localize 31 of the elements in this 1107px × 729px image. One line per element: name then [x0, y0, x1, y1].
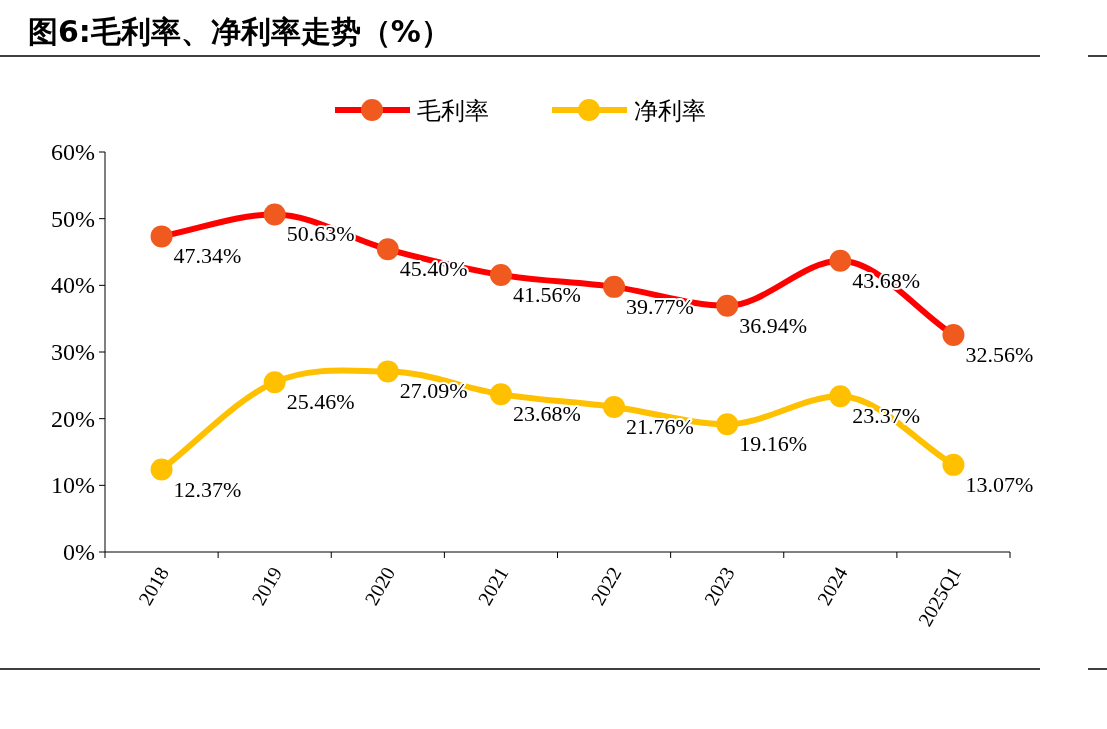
- y-tick-label: 0%: [63, 539, 95, 565]
- point: [489, 383, 512, 406]
- data-label: 32.56%: [965, 341, 1034, 367]
- point: [829, 385, 852, 408]
- data-label: 41.56%: [512, 281, 581, 307]
- y-tick-label: 50%: [51, 205, 95, 232]
- legend-label: 毛利率: [417, 97, 489, 125]
- point: [942, 453, 965, 476]
- data-label: 39.77%: [626, 293, 694, 319]
- data-label: 47.34%: [173, 243, 242, 269]
- point: [263, 371, 286, 394]
- data-label: 45.40%: [399, 256, 468, 282]
- point: [376, 360, 399, 383]
- legend-label: 净利率: [634, 97, 706, 125]
- point: [716, 413, 739, 436]
- chart-title: 图6:毛利率、净利率走势（%）: [28, 14, 451, 49]
- data-label: 36.94%: [739, 312, 808, 338]
- data-label: 27.09%: [399, 378, 468, 404]
- y-tick-label: 60%: [51, 139, 95, 165]
- data-label: 12.37%: [173, 476, 242, 502]
- y-tick-label: 20%: [51, 405, 95, 432]
- data-label: 25.46%: [286, 389, 355, 415]
- data-label: 23.68%: [512, 401, 581, 427]
- point: [150, 458, 173, 481]
- data-label: 21.76%: [626, 413, 694, 439]
- point: [603, 395, 626, 418]
- data-label: 19.16%: [739, 431, 808, 457]
- y-tick-label: 40%: [51, 272, 95, 299]
- y-tick-label: 10%: [51, 472, 95, 499]
- y-tick-label: 30%: [51, 339, 95, 365]
- data-label: 13.07%: [965, 471, 1034, 497]
